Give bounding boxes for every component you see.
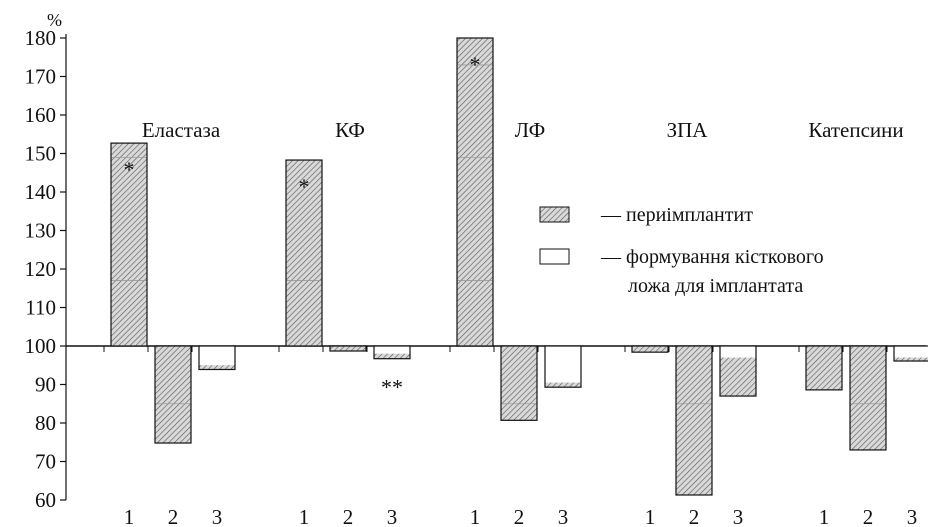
- x-category-label: 3: [907, 505, 918, 527]
- y-axis-label: %: [47, 10, 62, 30]
- bar-hatched: [806, 346, 842, 390]
- x-category-label: 1: [645, 505, 656, 527]
- y-tick-label: 70: [35, 450, 56, 474]
- x-category-label: 2: [168, 505, 179, 527]
- bar-white-part: [894, 346, 928, 358]
- bar-hatched: [501, 346, 537, 421]
- y-tick-label: 170: [25, 65, 57, 89]
- x-category-label: 1: [470, 505, 481, 527]
- y-tick-label: 130: [25, 219, 57, 243]
- bar-hatched: [676, 346, 712, 495]
- x-category-label: 1: [819, 505, 830, 527]
- bar-outline: [154, 345, 192, 444]
- y-tick-label: 100: [25, 334, 57, 358]
- x-category-label: 1: [124, 505, 135, 527]
- significance-mark: *: [124, 157, 135, 182]
- labels-layer: 1 * 2 3 1 * 2 3 ** 1 * 2 3 1 2 3 1 2 3 Еластаза КФ ЛФ ЗПА Катеп…: [124, 52, 918, 527]
- bar-hatched-part: [374, 353, 410, 359]
- bar-outline: [544, 345, 582, 388]
- bar-hatched: [330, 346, 366, 352]
- legend: — периімплантит — формування кісткового ло…: [539, 204, 824, 297]
- significance-mark: *: [470, 52, 481, 77]
- significance-mark: *: [299, 174, 310, 199]
- bar-outline: [456, 37, 494, 347]
- x-category-label: 3: [387, 505, 398, 527]
- x-category-label: 2: [863, 505, 874, 527]
- bar-hatched-part: [720, 357, 756, 397]
- group-label: Катепсини: [808, 118, 903, 142]
- bar-outline: [285, 159, 323, 347]
- bar-outline: [805, 345, 843, 391]
- bar-hatched-part: [545, 382, 581, 388]
- bar-outline: [198, 345, 236, 371]
- y-tick-label: 160: [25, 103, 57, 127]
- bar-outline: [719, 345, 757, 397]
- legend-swatch-empty: [539, 248, 570, 265]
- bar-hatched-part: [199, 365, 235, 370]
- bars-layer: [110, 37, 928, 496]
- y-tick-label: 150: [25, 142, 57, 166]
- x-category-label: 1: [299, 505, 310, 527]
- bar-hatched: [286, 160, 322, 346]
- bar-outline: [500, 345, 538, 421]
- bar-hatched: [632, 346, 668, 353]
- y-tick-label: 110: [25, 296, 56, 320]
- bar-white-part: [720, 346, 756, 358]
- bar-outline: [675, 345, 713, 496]
- x-category-label: 2: [343, 505, 354, 527]
- bar-hatched: [457, 38, 493, 346]
- y-tick-label: 60: [35, 488, 56, 512]
- x-category-label: 2: [689, 505, 700, 527]
- x-category-label: 3: [558, 505, 569, 527]
- bar-white-part: [374, 346, 410, 354]
- legend-label-bed: — формування кісткового: [600, 246, 824, 268]
- bar-white-part: [545, 346, 581, 383]
- bar-outline: [849, 345, 887, 451]
- significance-mark: **: [381, 375, 403, 400]
- legend-label-bed-line2: ложа для імплантата: [628, 275, 803, 297]
- bar-hatched: [155, 346, 191, 444]
- y-tick-label: 80: [35, 411, 56, 435]
- bar-outline: [329, 345, 367, 352]
- legend-label-peri: — периімплантит: [600, 204, 753, 226]
- legend-swatch-hatched: [539, 206, 570, 223]
- bar-outline: [110, 142, 148, 347]
- bar-hatched: [850, 346, 886, 450]
- y-tick-label: 90: [35, 373, 56, 397]
- bar-outline: [893, 345, 928, 362]
- x-category-label: 3: [733, 505, 744, 527]
- bar-outline: [631, 345, 669, 353]
- group-label: ЗПА: [667, 118, 709, 142]
- bar-hatched: [111, 143, 147, 346]
- y-tick-label: 140: [25, 180, 57, 204]
- y-tick-label: 120: [25, 257, 57, 281]
- y-tick-label: 180: [25, 26, 57, 50]
- group-label: КФ: [335, 118, 365, 142]
- group-label: Еластаза: [142, 118, 221, 142]
- bar-white-part: [199, 346, 235, 366]
- bar-outline: [373, 345, 411, 360]
- bar-hatched-part: [894, 357, 928, 362]
- group-label: ЛФ: [515, 118, 546, 142]
- x-category-label: 3: [212, 505, 223, 527]
- x-category-label: 2: [514, 505, 525, 527]
